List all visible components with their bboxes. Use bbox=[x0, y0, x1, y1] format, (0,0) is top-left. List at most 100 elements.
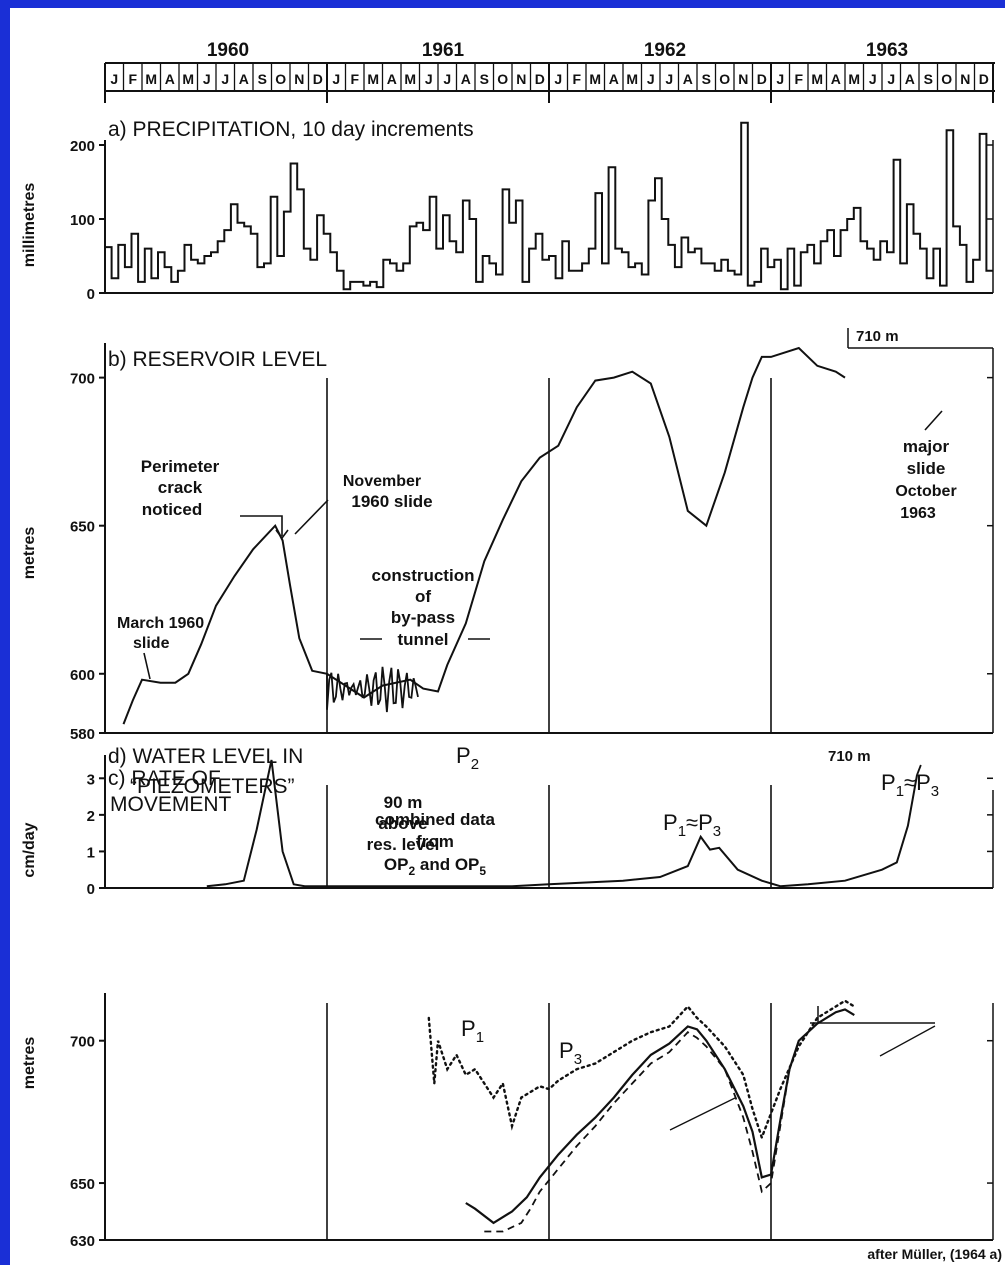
annotation-perimeter: Perimeter bbox=[141, 457, 220, 476]
y-label-a: millimetres bbox=[21, 183, 38, 268]
reservoir-level-series bbox=[122, 346, 846, 725]
panel-d-title: “PIEZOMETERS” bbox=[130, 775, 295, 798]
month-label: J bbox=[554, 71, 562, 87]
year-label: 1962 bbox=[644, 40, 686, 61]
annotation-construction: of bbox=[415, 587, 431, 606]
month-label: O bbox=[275, 71, 286, 87]
perimeter-arrow bbox=[240, 515, 283, 536]
annotation-construction: tunnel bbox=[398, 630, 449, 649]
panel-b-tick-label: 650 bbox=[70, 519, 95, 536]
annotation-november: 1960 slide bbox=[351, 492, 432, 511]
annotation-above: 90 m bbox=[384, 793, 423, 812]
approx-bracket-right bbox=[879, 1025, 936, 1057]
month-label: A bbox=[905, 71, 915, 87]
month-label: A bbox=[165, 71, 175, 87]
month-label: D bbox=[979, 71, 989, 87]
annotation-p3: P3 bbox=[559, 1038, 582, 1068]
month-label: O bbox=[719, 71, 730, 87]
month-label: N bbox=[516, 71, 526, 87]
month-label: A bbox=[609, 71, 619, 87]
month-label: O bbox=[497, 71, 508, 87]
approx-bracket-mid bbox=[669, 1097, 736, 1131]
month-label: A bbox=[461, 71, 471, 87]
month-label: N bbox=[294, 71, 304, 87]
month-label: M bbox=[145, 71, 157, 87]
month-label: A bbox=[387, 71, 397, 87]
y-label-b: metres bbox=[21, 527, 38, 580]
month-label: M bbox=[848, 71, 860, 87]
month-label: A bbox=[239, 71, 249, 87]
panel-a-title: a) PRECIPITATION, 10 day increments bbox=[108, 118, 474, 141]
month-label: M bbox=[626, 71, 638, 87]
annotation-construction: by-pass bbox=[391, 608, 455, 627]
month-label: M bbox=[182, 71, 194, 87]
annotation-above: above bbox=[378, 814, 427, 833]
panel-d-tick-label: 700 bbox=[70, 1034, 95, 1051]
month-label: A bbox=[831, 71, 841, 87]
month-label: D bbox=[535, 71, 545, 87]
month-label: F bbox=[794, 71, 803, 87]
annotation-combined: combined data bbox=[375, 810, 496, 829]
annotation-710-d: 710 m bbox=[828, 748, 871, 765]
panel-a-tick-label: 200 bbox=[70, 138, 95, 155]
month-label: A bbox=[683, 71, 693, 87]
major-arrow bbox=[924, 410, 943, 431]
panel-c-tick-label: 0 bbox=[87, 881, 95, 898]
annotation-710-b: 710 m bbox=[856, 328, 899, 345]
month-label: J bbox=[869, 71, 877, 87]
annotation-major: 1963 bbox=[900, 505, 936, 522]
annotation-above: res. level bbox=[367, 835, 440, 854]
marks-layer bbox=[104, 121, 993, 1233]
panel-d-tick-label: 630 bbox=[70, 1233, 95, 1250]
month-label: J bbox=[110, 71, 118, 87]
month-label: S bbox=[702, 71, 711, 87]
annotation-perimeter: noticed bbox=[142, 500, 202, 519]
month-label: D bbox=[313, 71, 323, 87]
credit-label: after Müller, (1964 a) bbox=[867, 1246, 1002, 1262]
month-label: J bbox=[443, 71, 451, 87]
annotation-major: October bbox=[895, 483, 956, 500]
annotation-major: major bbox=[903, 437, 950, 456]
panel-a-tick-label: 100 bbox=[70, 212, 95, 229]
piezometer-series-p3 bbox=[484, 1031, 800, 1233]
annotation-combined: OP2 and OP5 bbox=[384, 855, 486, 878]
annotation-major: slide bbox=[907, 459, 946, 478]
month-label: S bbox=[924, 71, 933, 87]
month-label: J bbox=[776, 71, 784, 87]
panel-c-tick-label: 1 bbox=[87, 844, 95, 861]
month-label: J bbox=[425, 71, 433, 87]
reservoir-level-noise bbox=[326, 666, 419, 713]
panel-c-title: MOVEMENT bbox=[110, 793, 232, 816]
piezometer-series-p1 bbox=[465, 1008, 855, 1225]
panel-c-title: c) RATE OF bbox=[108, 767, 221, 790]
perimeter-arrowhead bbox=[275, 529, 289, 540]
month-label: J bbox=[647, 71, 655, 87]
panel-a-tick-label: 0 bbox=[87, 286, 95, 303]
november-arrow bbox=[294, 499, 329, 535]
annotation-approx-right: P1≈P3 bbox=[881, 770, 939, 800]
annotation-combined: from bbox=[416, 832, 454, 851]
panel-d-tick-label: 650 bbox=[70, 1176, 95, 1193]
y-label-d: metres bbox=[21, 1037, 38, 1090]
month-label: M bbox=[811, 71, 823, 87]
annotation-march: March 1960 bbox=[117, 615, 204, 632]
y-label-c: cm/day bbox=[21, 822, 38, 877]
annotation-november: November bbox=[343, 473, 421, 490]
panel-d-title: d) WATER LEVEL IN bbox=[108, 745, 303, 768]
panel-b-tick-label: 580 bbox=[70, 726, 95, 743]
month-label: M bbox=[367, 71, 379, 87]
month-label: J bbox=[203, 71, 211, 87]
year-label: 1961 bbox=[422, 40, 465, 61]
month-label: J bbox=[332, 71, 340, 87]
annotation-perimeter: crack bbox=[158, 478, 203, 497]
panel-b-tick-label: 600 bbox=[70, 667, 95, 684]
march-arrow bbox=[143, 652, 151, 680]
panel-b-tick-label: 700 bbox=[70, 371, 95, 388]
month-label: J bbox=[665, 71, 673, 87]
month-label: J bbox=[887, 71, 895, 87]
month-label: N bbox=[738, 71, 748, 87]
annotation-p2: P2 bbox=[456, 743, 479, 773]
annotation-march: slide bbox=[133, 635, 170, 652]
